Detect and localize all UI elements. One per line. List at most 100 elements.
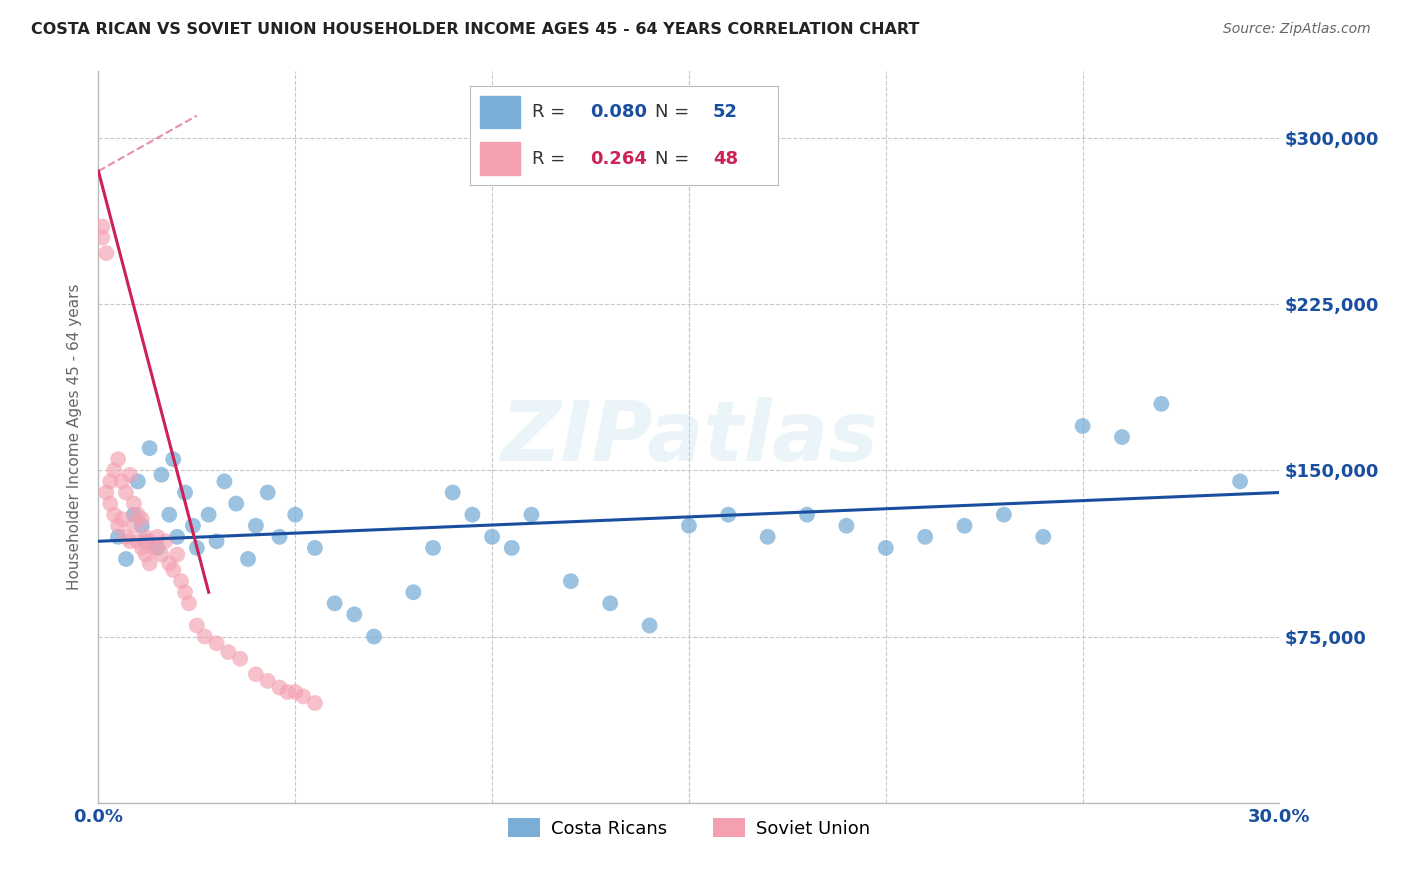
Point: [174, 485, 197, 500]
Text: ZIPatlas: ZIPatlas: [501, 397, 877, 477]
Point: [678, 518, 700, 533]
Point: [135, 534, 157, 549]
Point: [225, 497, 247, 511]
Point: [1111, 430, 1133, 444]
Point: [122, 497, 145, 511]
Point: [131, 512, 153, 526]
Point: [115, 530, 138, 544]
Point: [284, 685, 307, 699]
Legend: Costa Ricans, Soviet Union: Costa Ricans, Soviet Union: [501, 811, 877, 845]
Point: [157, 508, 180, 522]
Point: [131, 518, 153, 533]
Point: [245, 667, 267, 681]
Point: [481, 530, 503, 544]
Point: [256, 673, 278, 688]
Point: [174, 585, 197, 599]
Y-axis label: Householder Income Ages 45 - 64 years: Householder Income Ages 45 - 64 years: [67, 284, 83, 591]
Point: [205, 534, 228, 549]
Point: [284, 508, 307, 522]
Point: [363, 630, 385, 644]
Point: [138, 557, 160, 571]
Point: [131, 541, 153, 555]
Point: [98, 497, 121, 511]
Point: [91, 219, 114, 234]
Point: [441, 485, 464, 500]
Point: [111, 512, 134, 526]
Point: [914, 530, 936, 544]
Point: [135, 530, 157, 544]
Point: [146, 541, 169, 555]
Point: [118, 467, 141, 482]
Point: [461, 508, 484, 522]
Point: [292, 690, 315, 704]
Point: [835, 518, 858, 533]
Point: [953, 518, 976, 533]
Text: COSTA RICAN VS SOVIET UNION HOUSEHOLDER INCOME AGES 45 - 64 YEARS CORRELATION CH: COSTA RICAN VS SOVIET UNION HOUSEHOLDER …: [31, 22, 920, 37]
Point: [217, 645, 239, 659]
Point: [197, 508, 219, 522]
Point: [115, 485, 138, 500]
Point: [177, 596, 200, 610]
Point: [98, 475, 121, 489]
Point: [122, 518, 145, 533]
Point: [118, 534, 141, 549]
Point: [186, 541, 208, 555]
Point: [138, 441, 160, 455]
Point: [96, 485, 118, 500]
Point: [304, 541, 326, 555]
Point: [103, 508, 125, 522]
Point: [150, 467, 173, 482]
Point: [323, 596, 346, 610]
Point: [155, 534, 177, 549]
Point: [162, 452, 184, 467]
Point: [170, 574, 193, 589]
Point: [127, 475, 149, 489]
Point: [107, 530, 129, 544]
Point: [127, 534, 149, 549]
Point: [422, 541, 444, 555]
Point: [520, 508, 543, 522]
Point: [107, 518, 129, 533]
Point: [1150, 397, 1173, 411]
Point: [501, 541, 523, 555]
Point: [91, 230, 114, 244]
Point: [796, 508, 818, 522]
Point: [993, 508, 1015, 522]
Point: [103, 463, 125, 477]
Text: Source: ZipAtlas.com: Source: ZipAtlas.com: [1223, 22, 1371, 37]
Point: [205, 636, 228, 650]
Point: [229, 651, 252, 665]
Point: [269, 530, 291, 544]
Point: [115, 552, 138, 566]
Point: [162, 563, 184, 577]
Point: [638, 618, 661, 632]
Point: [157, 557, 180, 571]
Point: [304, 696, 326, 710]
Point: [146, 530, 169, 544]
Point: [181, 518, 204, 533]
Point: [245, 518, 267, 533]
Point: [214, 475, 236, 489]
Point: [269, 681, 291, 695]
Point: [875, 541, 897, 555]
Point: [599, 596, 621, 610]
Point: [186, 618, 208, 632]
Point: [1071, 419, 1094, 434]
Point: [138, 534, 160, 549]
Point: [756, 530, 779, 544]
Point: [135, 548, 157, 562]
Point: [256, 485, 278, 500]
Point: [122, 508, 145, 522]
Point: [1229, 475, 1251, 489]
Point: [142, 541, 165, 555]
Point: [717, 508, 740, 522]
Point: [343, 607, 366, 622]
Point: [107, 452, 129, 467]
Point: [166, 548, 188, 562]
Point: [194, 630, 217, 644]
Point: [166, 530, 188, 544]
Point: [560, 574, 582, 589]
Point: [402, 585, 425, 599]
Point: [111, 475, 134, 489]
Point: [276, 685, 298, 699]
